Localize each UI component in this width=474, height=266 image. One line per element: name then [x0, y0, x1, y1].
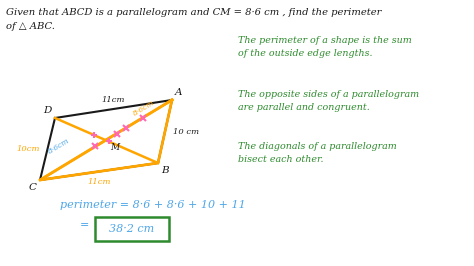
Text: D: D: [44, 106, 52, 115]
Text: perimeter = 8·6 + 8·6 + 10 + 11: perimeter = 8·6 + 8·6 + 10 + 11: [60, 200, 246, 210]
Text: The opposite sides of a parallelogram
are parallel and congruent.: The opposite sides of a parallelogram ar…: [238, 90, 419, 111]
Text: The perimeter of a shape is the sum
of the outside edge lengths.: The perimeter of a shape is the sum of t…: [238, 36, 412, 57]
Text: 11cm: 11cm: [102, 96, 125, 104]
Text: A: A: [175, 88, 182, 97]
Text: B: B: [161, 166, 169, 175]
Text: of △ ABC.: of △ ABC.: [6, 22, 55, 31]
Text: =: =: [80, 220, 93, 230]
Text: 10cm: 10cm: [16, 145, 39, 153]
Text: 38·2 cm: 38·2 cm: [109, 224, 155, 234]
Text: C: C: [29, 183, 37, 192]
Text: The diagonals of a parallelogram
bisect each other.: The diagonals of a parallelogram bisect …: [238, 142, 397, 164]
Text: M: M: [110, 143, 119, 152]
Text: 8·6cm: 8·6cm: [46, 136, 71, 156]
Text: 10 cm: 10 cm: [173, 127, 199, 135]
FancyBboxPatch shape: [95, 217, 169, 241]
Text: Given that ABCD is a parallelogram and CM = 8·6 cm , find the perimeter: Given that ABCD is a parallelogram and C…: [6, 8, 382, 17]
Text: 11cm: 11cm: [87, 177, 111, 185]
Text: 8·6cm: 8·6cm: [132, 98, 156, 118]
